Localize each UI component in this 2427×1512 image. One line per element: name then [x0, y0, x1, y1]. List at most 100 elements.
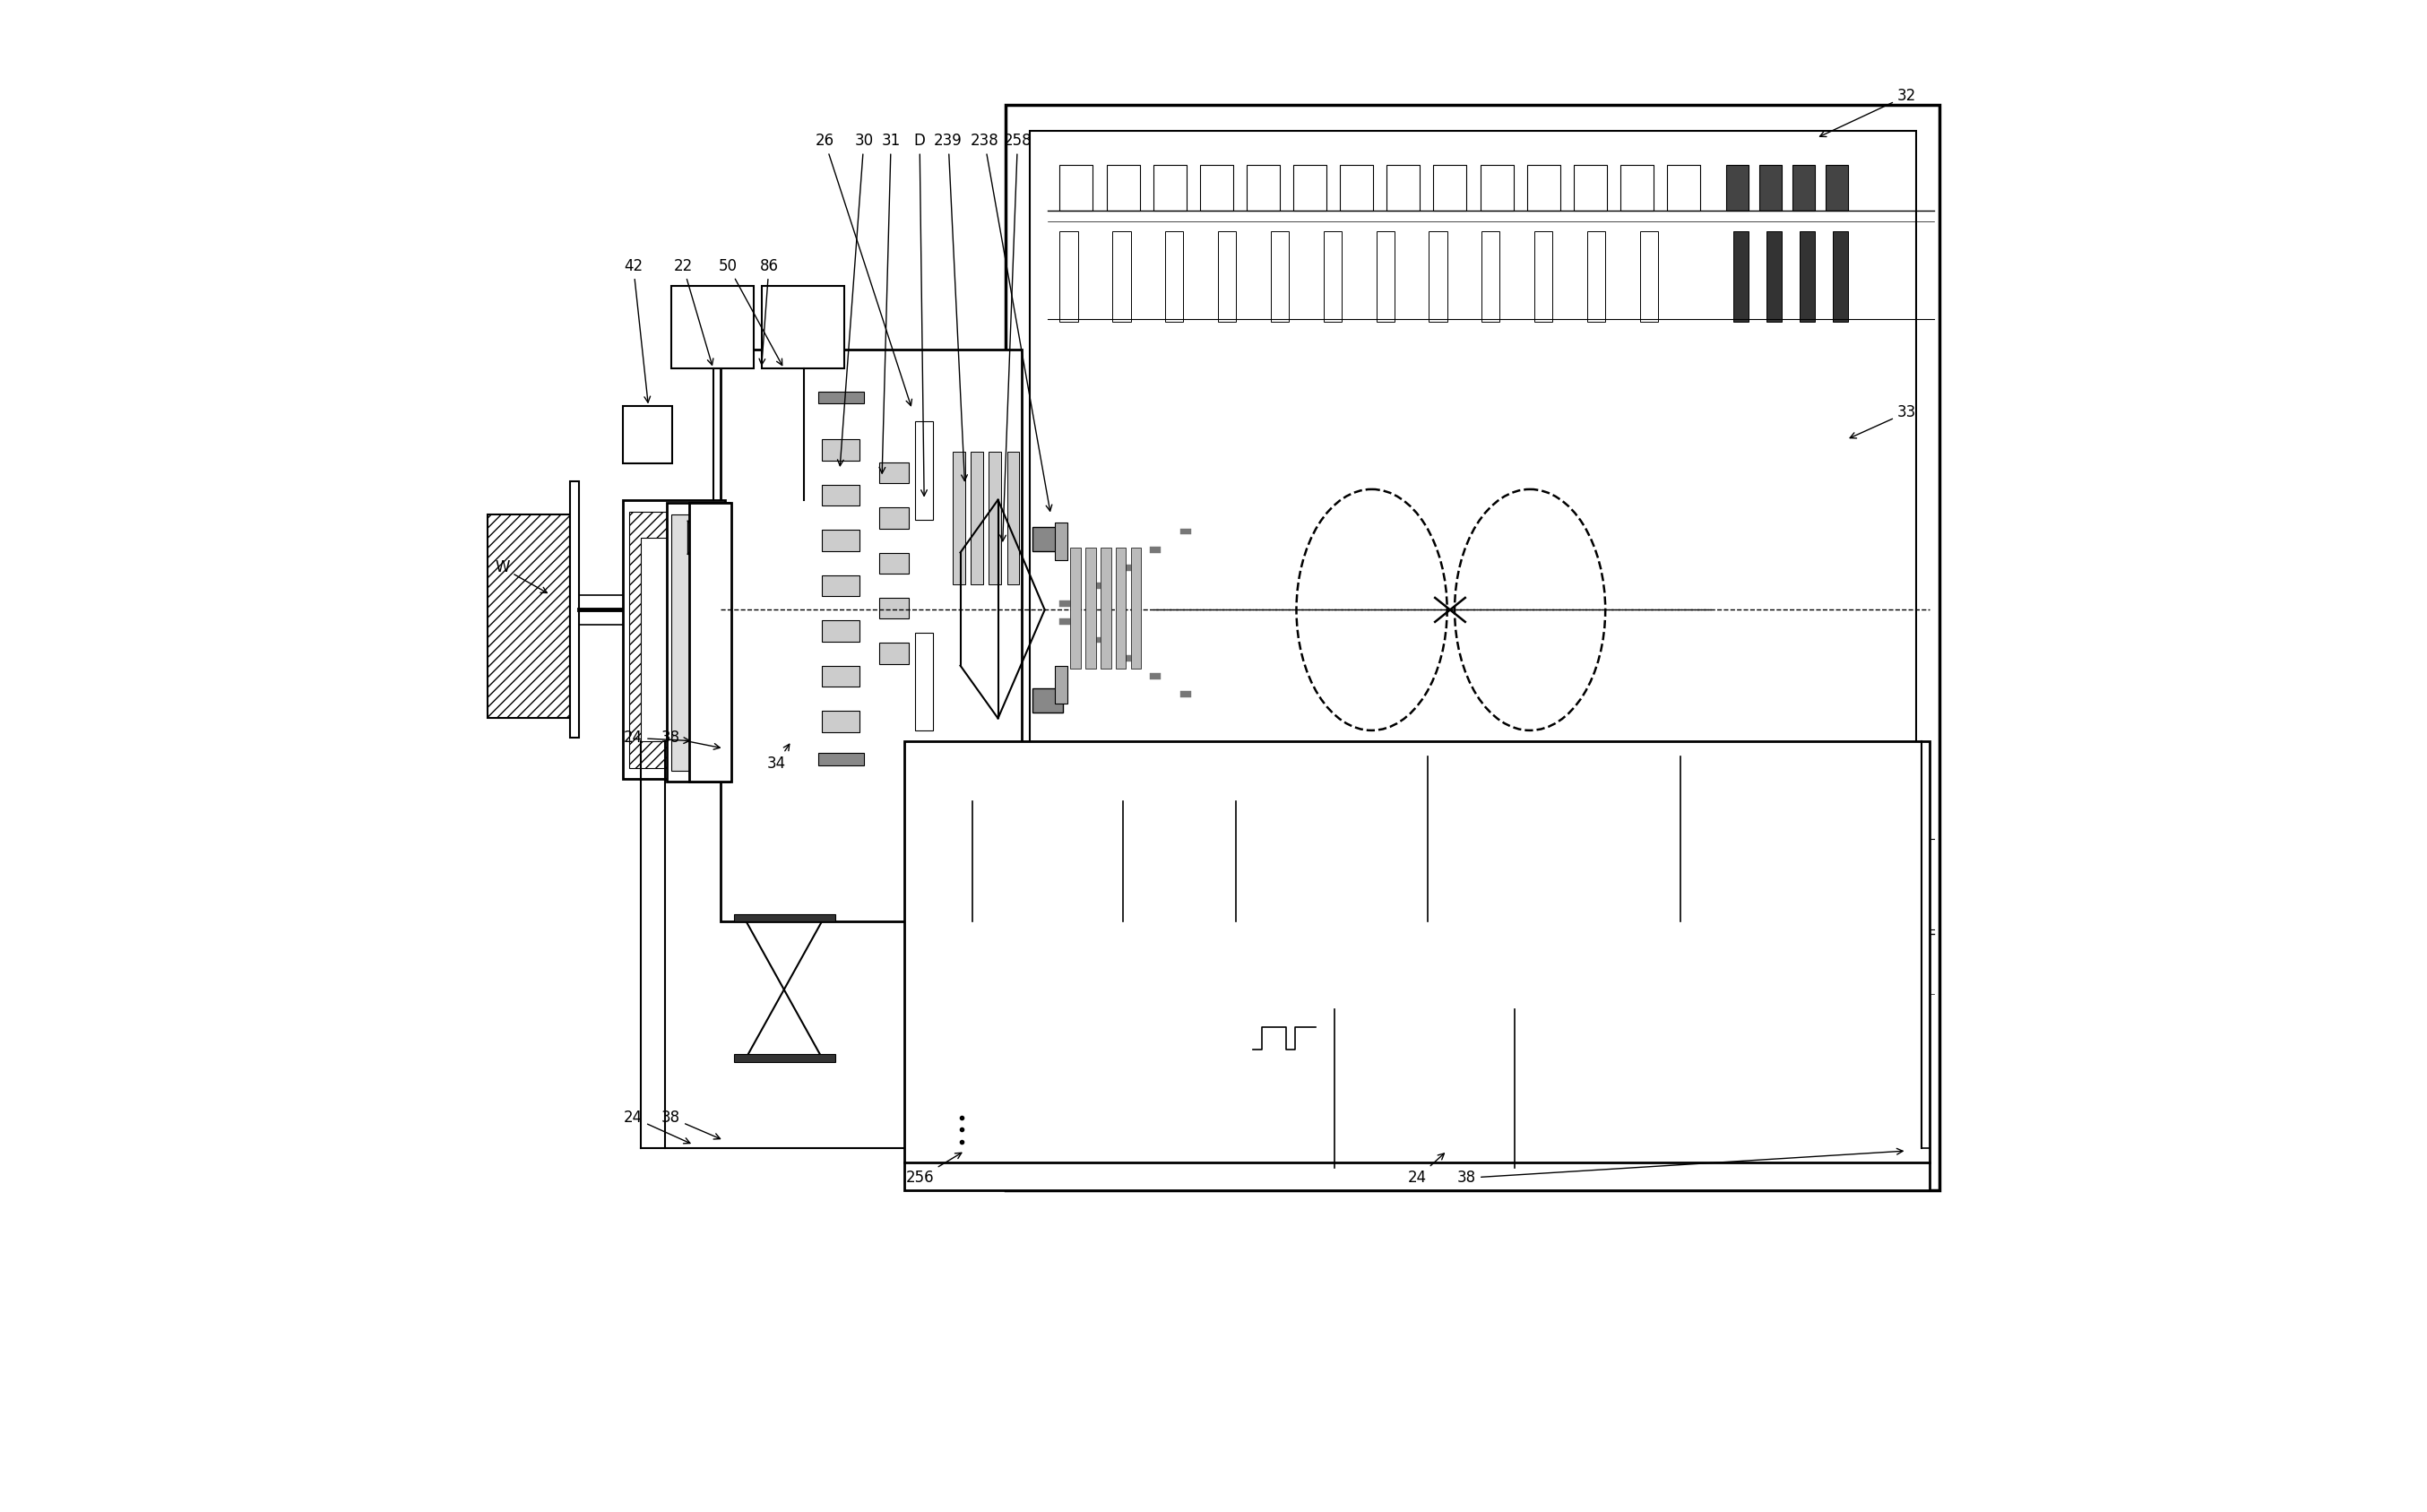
Bar — [1061, 600, 1070, 606]
Bar — [1153, 950, 1187, 993]
Bar — [823, 711, 859, 732]
Bar — [1641, 839, 1658, 930]
Bar — [1180, 691, 1192, 697]
Text: 258: 258 — [1000, 133, 1031, 541]
Bar — [1386, 165, 1420, 210]
Bar — [1005, 104, 1939, 1190]
Bar — [1340, 165, 1374, 210]
Bar — [823, 620, 859, 641]
Bar — [1587, 231, 1604, 322]
Bar — [1430, 231, 1446, 322]
Bar — [879, 643, 910, 664]
Bar — [629, 513, 675, 768]
Bar — [570, 482, 580, 738]
Bar — [1165, 231, 1184, 322]
Bar — [1573, 950, 1607, 993]
Bar — [913, 907, 990, 1049]
Text: 33: 33 — [1849, 404, 1917, 438]
Bar — [1527, 165, 1561, 210]
Bar — [1801, 231, 1815, 322]
Bar — [667, 503, 731, 782]
Bar — [1733, 231, 1747, 322]
Bar — [1184, 801, 1289, 880]
Bar — [1832, 231, 1847, 322]
Bar — [1340, 950, 1374, 993]
Bar — [1323, 839, 1342, 930]
Bar — [1180, 528, 1192, 534]
Bar — [670, 286, 755, 369]
Text: 239: 239 — [934, 133, 968, 481]
Bar — [689, 503, 731, 782]
Bar — [1726, 165, 1747, 210]
Bar — [954, 452, 966, 584]
Bar — [925, 744, 942, 782]
Bar — [1733, 907, 1823, 983]
Text: W: W — [495, 559, 546, 593]
Text: 24: 24 — [624, 730, 689, 745]
Bar — [973, 800, 1056, 885]
Bar — [1767, 231, 1781, 322]
Bar — [879, 463, 910, 484]
Bar — [1056, 665, 1068, 703]
Bar — [1090, 582, 1099, 588]
Bar — [1573, 165, 1607, 210]
Bar — [488, 516, 570, 718]
Text: 30: 30 — [837, 133, 874, 466]
Bar — [1107, 950, 1141, 993]
Bar — [1648, 1009, 1745, 1081]
Bar — [1483, 839, 1500, 930]
Bar — [818, 392, 864, 404]
Bar — [823, 440, 859, 461]
Bar — [1289, 800, 1374, 885]
Bar — [1063, 801, 1167, 880]
Text: 238: 238 — [971, 133, 1051, 511]
Bar — [1383, 907, 1473, 983]
Bar — [915, 422, 934, 520]
Text: 32: 32 — [1820, 88, 1917, 136]
Text: 38: 38 — [1456, 1149, 1903, 1185]
Bar — [1272, 231, 1289, 322]
Bar — [1061, 950, 1092, 993]
Bar — [641, 537, 667, 741]
Bar — [735, 1054, 835, 1061]
Bar — [1733, 801, 1823, 880]
Bar — [1832, 839, 1847, 930]
Bar — [1109, 1009, 1206, 1081]
Bar — [1085, 547, 1097, 668]
Bar — [1587, 839, 1604, 930]
Bar — [930, 1009, 954, 1024]
Bar — [1029, 130, 1915, 1167]
Bar — [823, 575, 859, 596]
Bar — [1383, 1009, 1480, 1081]
Bar — [818, 753, 864, 765]
Bar — [1243, 1009, 1342, 1081]
Bar — [1480, 165, 1514, 210]
Bar — [971, 452, 983, 584]
Text: 24: 24 — [624, 1110, 689, 1143]
Bar — [1218, 231, 1235, 322]
Bar — [1112, 839, 1131, 930]
Bar — [692, 559, 721, 590]
Bar — [1184, 907, 1289, 983]
Text: 42: 42 — [624, 259, 650, 402]
Bar — [1031, 688, 1063, 712]
Bar — [1779, 1009, 1878, 1081]
Bar — [1434, 165, 1466, 210]
Bar — [1218, 839, 1235, 930]
Bar — [1247, 165, 1279, 210]
Bar — [1116, 547, 1126, 668]
Bar — [1247, 950, 1279, 993]
Text: 86: 86 — [760, 259, 779, 364]
Bar — [823, 485, 859, 507]
Bar — [1534, 231, 1553, 322]
Bar — [735, 915, 835, 922]
Bar — [1791, 165, 1815, 210]
Bar — [1056, 523, 1068, 559]
Bar — [1383, 801, 1473, 880]
Bar — [1294, 950, 1328, 993]
Bar — [1061, 231, 1078, 322]
Bar — [1272, 839, 1289, 930]
Bar — [879, 597, 910, 618]
Bar — [879, 508, 910, 528]
Bar — [1801, 839, 1815, 930]
